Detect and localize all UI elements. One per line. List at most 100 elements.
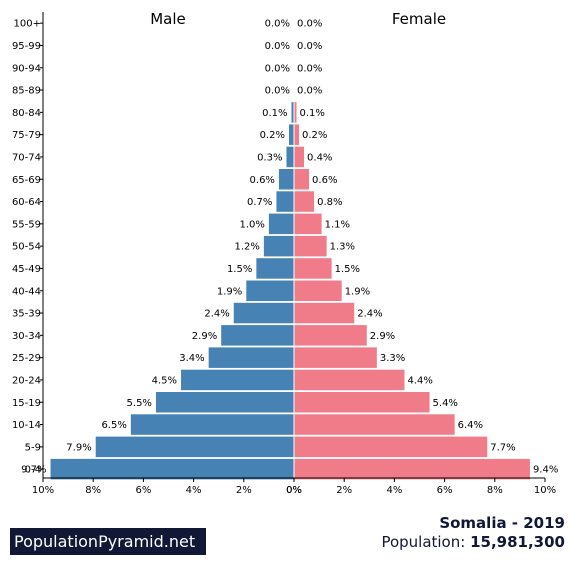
female-bar (294, 369, 405, 391)
age-group-label: 35-39 (12, 309, 41, 320)
male-header: Male (150, 10, 186, 28)
male-bar (155, 392, 294, 413)
age-group-label: 85-89 (12, 86, 41, 97)
male-value-label: 9.7% (21, 465, 46, 476)
age-group-label: 55-59 (12, 219, 41, 230)
male-value-label: 0.0% (265, 19, 290, 30)
female-bar (294, 235, 327, 257)
male-value-label: 0.1% (262, 108, 287, 119)
female-bar (294, 392, 430, 413)
male-bar (288, 124, 294, 145)
male-value-label: 0.0% (265, 63, 290, 74)
female-bar (294, 213, 322, 235)
male-value-label: 0.0% (265, 41, 290, 52)
female-value-label: 5.4% (433, 398, 458, 409)
female-value-label: 1.3% (330, 242, 355, 253)
age-group-label: 75-79 (12, 130, 41, 141)
age-group-label: 20-24 (12, 375, 41, 386)
female-value-label: 0.4% (307, 152, 332, 163)
male-bar (278, 169, 294, 190)
male-bar (95, 436, 295, 458)
age-group-label: 95-99 (12, 41, 41, 52)
male-value-label: 0.2% (260, 130, 285, 141)
female-bar (294, 458, 530, 480)
age-group-label: 70-74 (12, 152, 41, 163)
female-value-label: 4.4% (407, 375, 432, 386)
axes-group: 10% 8% 6% 4% 2% 0%0% 2% 4% 6% 8% 10% (32, 12, 556, 496)
x-tick-label-female: 4% (386, 485, 402, 496)
male-value-label: 6.5% (101, 420, 126, 431)
female-bar (294, 414, 455, 435)
age-group-label: 60-64 (12, 197, 41, 208)
age-group-label: 80-84 (12, 108, 41, 119)
age-group-label: 90-94 (12, 63, 41, 74)
female-value-label: 0.2% (302, 130, 327, 141)
bars-group (50, 102, 530, 480)
male-value-label: 7.9% (66, 442, 91, 453)
female-bar (294, 102, 297, 123)
female-bar (294, 347, 377, 368)
age-group-label: 10-14 (12, 420, 41, 431)
age-group-label: 100+ (14, 19, 41, 30)
female-bar (294, 436, 488, 458)
x-tick-label-male: 6% (135, 485, 151, 496)
male-value-label: 1.5% (227, 264, 252, 275)
age-group-label: 30-34 (12, 331, 41, 342)
age-group-label: 45-49 (12, 264, 41, 275)
female-value-label: 1.5% (335, 264, 360, 275)
male-bar (268, 213, 294, 235)
female-bar (294, 146, 305, 168)
female-bar (294, 258, 332, 279)
x-tick-label-female: 0% (286, 485, 302, 496)
male-bar (233, 302, 294, 324)
age-group-label: 25-29 (12, 353, 41, 364)
male-bar (286, 146, 294, 168)
female-bar (294, 169, 310, 190)
female-value-label: 0.8% (317, 197, 342, 208)
female-value-label: 1.1% (325, 219, 350, 230)
male-value-label: 4.5% (152, 375, 177, 386)
age-group-label: 50-54 (12, 242, 41, 253)
x-tick-label-female: 2% (336, 485, 352, 496)
male-bar (291, 102, 294, 123)
male-value-label: 5.5% (127, 398, 152, 409)
population-total: Population: 15,981,300 (381, 533, 565, 551)
female-value-label: 6.4% (458, 420, 483, 431)
male-value-label: 2.9% (192, 331, 217, 342)
x-tick-label-female: 8% (487, 485, 503, 496)
age-group-label: 0-4 (25, 465, 41, 476)
male-bar (256, 258, 294, 279)
female-value-label: 0.0% (297, 63, 322, 74)
female-bar (294, 325, 367, 346)
male-bar (263, 235, 294, 257)
female-value-label: 0.0% (297, 41, 322, 52)
x-tick-label-male: 8% (85, 485, 101, 496)
male-value-label: 0.7% (247, 197, 272, 208)
male-bar (130, 414, 294, 435)
female-bar (294, 191, 315, 212)
female-value-label: 2.9% (370, 331, 395, 342)
female-value-label: 9.4% (533, 465, 558, 476)
labels-group: Male Female 100+ 0.0% 0.0% 95-99 0.0% 0.0% 90-94… (12, 10, 558, 476)
age-group-label: 5-9 (25, 442, 41, 453)
female-value-label: 0.0% (297, 19, 322, 30)
age-group-label: 15-19 (12, 398, 41, 409)
population-value: 15,981,300 (470, 533, 565, 551)
male-value-label: 1.9% (217, 286, 242, 297)
male-bar (50, 458, 294, 480)
female-value-label: 0.6% (312, 175, 337, 186)
male-value-label: 1.2% (234, 242, 259, 253)
population-label: Population: (381, 533, 466, 551)
female-value-label: 0.1% (300, 108, 325, 119)
male-bar (208, 347, 294, 368)
x-tick-label-male: 2% (236, 485, 252, 496)
population-pyramid-chart: Male Female 100+ 0.0% 0.0% 95-99 0.0% 0.0% 90-94… (12, 10, 558, 496)
x-tick-label-female: 6% (437, 485, 453, 496)
female-bar (294, 280, 342, 301)
x-tick-label-male: 4% (186, 485, 202, 496)
male-bar (181, 369, 294, 391)
male-bar (276, 191, 294, 212)
female-header: Female (392, 10, 446, 28)
x-tick-label-male: 0% (286, 485, 302, 496)
